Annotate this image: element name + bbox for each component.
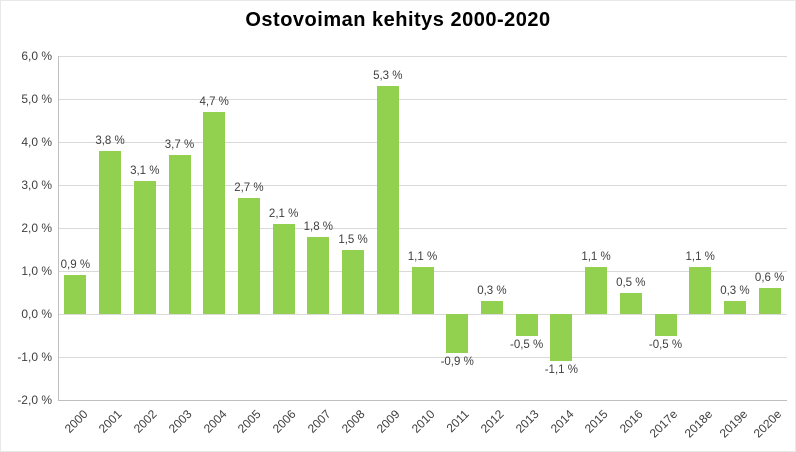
- x-tick-label: 2008: [339, 407, 368, 436]
- x-tick-label: 2016: [616, 407, 646, 436]
- x-tick-label: 2018e: [681, 407, 716, 441]
- bar-2013: [515, 314, 538, 336]
- bar-2009: [376, 86, 399, 314]
- x-tick-label: 2009: [373, 407, 403, 436]
- bar-value-label: 1,1 %: [407, 250, 438, 263]
- gridline: [58, 357, 787, 358]
- bar-2000: [64, 275, 87, 314]
- bar-2007: [307, 236, 330, 314]
- y-tick-label: -2,0 %: [17, 393, 52, 407]
- gridline: [58, 56, 787, 57]
- bar-2002: [133, 180, 156, 314]
- x-tick-label: 2015: [582, 407, 611, 436]
- y-tick-label: 2,0 %: [21, 221, 52, 235]
- plot-area: 0,9 % 3,8 % 3,1 % 3,7 % 4,7 % 2,7 % 2,1 % 1,8 %…: [58, 56, 787, 401]
- y-tick-label: -1,0 %: [17, 350, 52, 364]
- bar-2012: [480, 301, 503, 314]
- bar-value-label: 1,5 %: [338, 233, 368, 246]
- bar-value-label: -0,5 %: [648, 338, 683, 351]
- gridline: [58, 185, 787, 186]
- bar-2006: [272, 223, 295, 314]
- bar-value-label: 0,3 %: [477, 285, 507, 298]
- x-tick-label: 2007: [304, 407, 334, 436]
- x-tick-label: 2011: [443, 407, 473, 436]
- y-tick-label: 5,0 %: [21, 92, 52, 106]
- bar-2003: [168, 154, 191, 314]
- x-tick-label: 2017e: [646, 407, 681, 441]
- bar-2016: [619, 292, 642, 314]
- bar-2004: [203, 111, 226, 314]
- gridline: [58, 99, 787, 100]
- x-tick-label: 2013: [512, 407, 542, 436]
- bar-2005: [237, 197, 260, 314]
- chart-title: Ostovoiman kehitys 2000-2020: [245, 9, 551, 31]
- bar-value-label: 1,1 %: [685, 250, 715, 263]
- bar-value-label: 0,9 %: [60, 259, 91, 272]
- bar-value-label: -0,9 %: [440, 355, 474, 368]
- bar-value-label: 0,3 %: [720, 285, 750, 298]
- x-tick-label: 2020e: [751, 407, 785, 441]
- bar-2019e: [723, 301, 746, 314]
- bar-value-label: 0,6 %: [754, 272, 785, 285]
- y-axis-line: [58, 56, 59, 401]
- x-tick-label: 2003: [165, 407, 195, 436]
- bar-2011: [446, 314, 469, 353]
- x-tick-label: 2014: [547, 407, 577, 436]
- x-tick-label: 2006: [269, 407, 299, 436]
- x-tick-label: 2000: [61, 407, 91, 436]
- bar-value-label: 4,7 %: [199, 95, 229, 108]
- x-tick-label: 2002: [130, 407, 160, 436]
- y-tick-label: 4,0 %: [21, 135, 52, 149]
- bar-2010: [411, 266, 434, 314]
- bar-value-label: 3,1 %: [130, 164, 160, 177]
- bar-value-label: 0,5 %: [616, 276, 646, 289]
- bar-2001: [99, 150, 122, 314]
- bar-value-label: 5,3 %: [373, 70, 403, 83]
- bar-2018e: [689, 266, 712, 314]
- gridline: [58, 314, 787, 315]
- x-axis-line: [58, 400, 787, 401]
- bar-value-label: -0,5 %: [510, 338, 544, 351]
- bar-value-label: 1,8 %: [303, 220, 334, 233]
- bar-value-label: 3,7 %: [164, 138, 195, 151]
- bar-2017e: [654, 314, 677, 336]
- bar-2014: [550, 314, 573, 362]
- gridline: [58, 142, 787, 143]
- gridline: [58, 228, 787, 229]
- bar-value-label: 2,7 %: [234, 181, 264, 194]
- bar-2015: [585, 266, 608, 314]
- bar-value-label: 1,1 %: [581, 250, 611, 263]
- bar-value-label: 3,8 %: [95, 134, 125, 147]
- y-tick-label: 0,0 %: [21, 307, 52, 321]
- x-tick-label: 2019e: [716, 407, 750, 441]
- x-tick-label: 2004: [200, 407, 230, 436]
- y-tick-label: 3,0 %: [21, 178, 52, 192]
- x-tick-label: 2012: [478, 407, 507, 436]
- y-tick-label: 1,0 %: [21, 264, 52, 278]
- x-tick-label: 2005: [235, 407, 264, 436]
- bar-value-label: -1,1 %: [544, 364, 578, 377]
- x-tick-label: 2010: [408, 407, 438, 436]
- x-tick-label: 2001: [96, 407, 125, 436]
- y-tick-label: 6,0 %: [21, 49, 52, 63]
- bar-2008: [342, 249, 365, 314]
- bar-2020e: [758, 288, 781, 314]
- bar-value-label: 2,1 %: [268, 207, 299, 220]
